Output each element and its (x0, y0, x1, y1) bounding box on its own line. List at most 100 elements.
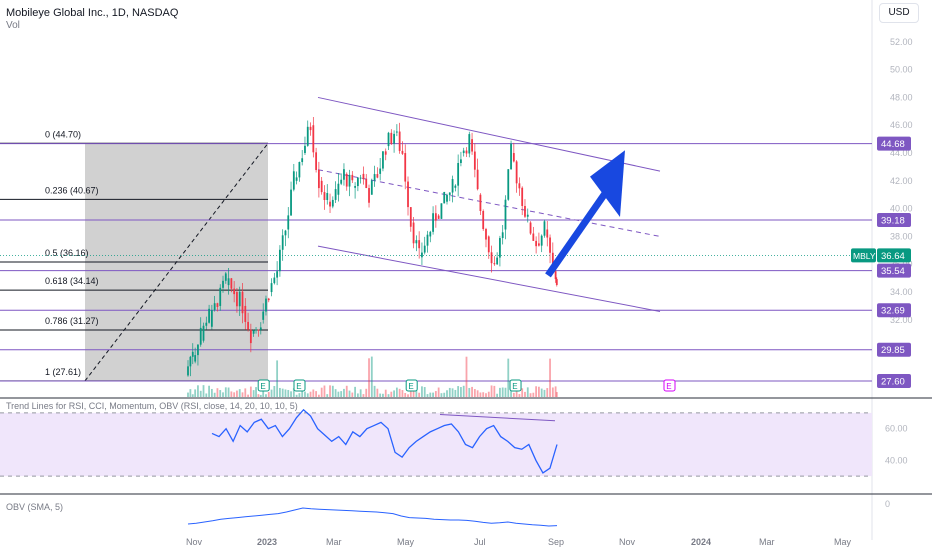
volume-bar (493, 385, 496, 397)
volume-bar (216, 388, 219, 397)
earnings-marker-label: E (666, 382, 671, 391)
candle-body (244, 305, 247, 322)
volume-bar (504, 387, 507, 397)
candle-body (306, 126, 309, 146)
volume-bar (471, 386, 473, 397)
candle-body (337, 183, 340, 195)
volume-bar (365, 388, 368, 397)
candle-body (219, 287, 222, 306)
volume-bar (249, 386, 252, 397)
candle-body (499, 238, 501, 258)
volume-bar (351, 392, 354, 397)
candle-body (460, 159, 462, 164)
candle-body (213, 303, 216, 311)
candle-body (326, 193, 329, 200)
volume-bar (460, 387, 462, 397)
volume-bar (529, 393, 532, 397)
volume-bar (191, 394, 194, 397)
rsi-tick-label: 60.00 (885, 424, 908, 434)
rsi-title: Trend Lines for RSI, CCI, Momentum, OBV … (6, 401, 298, 411)
volume-bar (362, 394, 365, 397)
volume-bar (247, 394, 249, 397)
level-price-text: 35.54 (881, 266, 905, 277)
volume-bar (329, 385, 331, 397)
candle-body (398, 131, 401, 151)
volume-bar (462, 385, 465, 397)
candle-body (473, 151, 476, 170)
volume-bar (387, 394, 390, 397)
candle-body (262, 311, 265, 320)
level-price-badge (877, 374, 911, 388)
obv-title: OBV (SMA, 5) (6, 502, 63, 512)
candle-body (451, 179, 454, 193)
currency-selector[interactable]: USD (879, 3, 919, 23)
volume-bar (320, 387, 323, 397)
candle-body (471, 139, 473, 152)
candle-body (421, 252, 423, 258)
volume-bar (276, 360, 279, 397)
volume-bar (238, 389, 241, 397)
candle-body (241, 291, 244, 314)
candle-body (418, 240, 421, 249)
volume-bar (202, 385, 205, 397)
candle-body (482, 211, 485, 230)
candle-body (368, 188, 370, 203)
level-price-text: 29.85 (881, 345, 905, 356)
candle-body (323, 192, 326, 200)
volume-bar (306, 393, 309, 397)
volume-bar (222, 392, 224, 397)
candle-body (252, 330, 255, 334)
volume-bar (208, 385, 210, 397)
candle-body (404, 153, 407, 182)
candle-body (412, 222, 415, 244)
volume-bar (213, 392, 216, 397)
time-tick-label: Mar (759, 537, 775, 547)
time-tick-label: May (397, 537, 415, 547)
candle-body (348, 174, 351, 187)
level-price-badge (877, 342, 911, 357)
volume-bar (512, 392, 515, 397)
candle-body (309, 126, 312, 131)
volume-bar (309, 391, 312, 397)
candle-body (301, 158, 304, 163)
volume-bar (418, 392, 421, 397)
volume-bar (482, 392, 485, 397)
volume-bar (538, 386, 540, 397)
time-tick-label: 2023 (257, 537, 277, 547)
candle-body (356, 177, 359, 187)
volume-bar (244, 388, 247, 397)
candle-body (407, 181, 409, 208)
candle-body (284, 230, 287, 236)
candle-body (390, 132, 393, 144)
volume-bar (373, 385, 376, 397)
volume-bar (270, 389, 273, 397)
candle-body (236, 292, 238, 307)
volume-bar (359, 389, 362, 397)
candle-body (555, 279, 558, 285)
candle-body (454, 185, 457, 188)
volume-bar (356, 393, 359, 397)
volume-bar (390, 391, 393, 397)
volume-bar (468, 387, 471, 397)
volume-bar (382, 393, 384, 397)
volume-bar (454, 389, 457, 397)
volume-bar (526, 387, 529, 397)
volume-bar (501, 387, 504, 397)
candle-body (543, 221, 546, 236)
time-tick-label: May (834, 537, 852, 547)
volume-bar (384, 389, 387, 397)
candle-body (376, 174, 379, 178)
volume-bar (317, 394, 320, 397)
volume-bar (259, 394, 262, 397)
candle-body (393, 133, 395, 144)
volume-bar (326, 394, 329, 397)
volume-bar (485, 393, 487, 397)
time-tick-label: Nov (186, 537, 203, 547)
volume-bar (549, 358, 551, 397)
volume-bar (197, 385, 199, 397)
candle-body (205, 322, 208, 326)
fib-level-label: 1 (27.61) (45, 367, 81, 377)
fib-level-label: 0.236 (40.67) (45, 185, 99, 195)
volume-bar (546, 388, 549, 397)
